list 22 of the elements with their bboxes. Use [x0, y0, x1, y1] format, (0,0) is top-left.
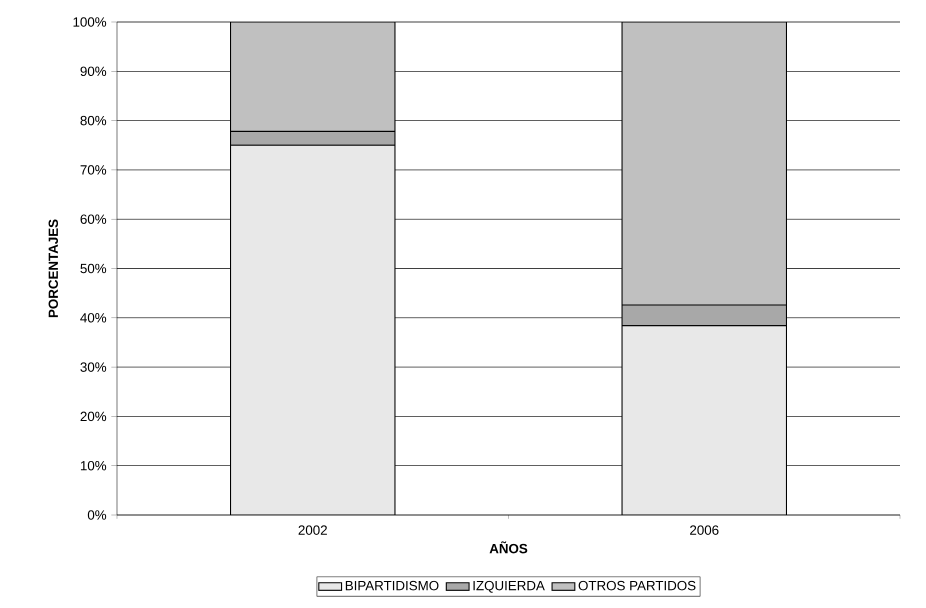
y-tick-label: 80%: [80, 116, 106, 126]
y-axis-title: PORCENTAJES: [48, 219, 58, 318]
y-tick-label: 60%: [80, 214, 106, 224]
x-tick-label: 2006: [690, 525, 718, 535]
y-tick-label: 30%: [80, 362, 106, 372]
y-tick-label: 100%: [74, 17, 106, 27]
y-tick-label: 70%: [80, 165, 106, 175]
bar: [230, 22, 396, 132]
x-tick-label: 2002: [298, 525, 327, 535]
x-axis-title: AÑOS: [490, 541, 528, 554]
y-tick-label: 20%: [80, 412, 106, 422]
y-tick-label: 50%: [80, 264, 106, 274]
legend-label: BIPARTIDISMO: [346, 580, 438, 590]
y-tick-label: 90%: [80, 66, 106, 76]
bar: [622, 325, 788, 516]
y-tick-label: 0%: [88, 510, 106, 520]
legend-label: IZQUIERDA: [473, 580, 545, 593]
bar: [230, 144, 396, 516]
y-tick-label: 10%: [80, 460, 106, 470]
legend-label: OTROS PARTIDOS: [578, 580, 696, 590]
bar: [622, 22, 788, 306]
y-tick-label: 40%: [80, 313, 106, 323]
